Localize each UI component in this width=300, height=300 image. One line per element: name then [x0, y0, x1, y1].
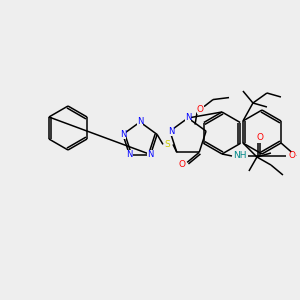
Text: N: N	[147, 150, 154, 159]
Text: N: N	[185, 112, 191, 122]
Text: O: O	[179, 160, 186, 169]
Text: N: N	[126, 150, 133, 159]
Text: O: O	[256, 134, 263, 142]
Text: N: N	[168, 127, 174, 136]
Text: NH: NH	[233, 152, 247, 160]
Text: N: N	[120, 130, 126, 139]
Text: N: N	[137, 118, 143, 127]
Text: S: S	[164, 140, 170, 149]
Text: O: O	[289, 152, 296, 160]
Text: O: O	[196, 105, 203, 114]
